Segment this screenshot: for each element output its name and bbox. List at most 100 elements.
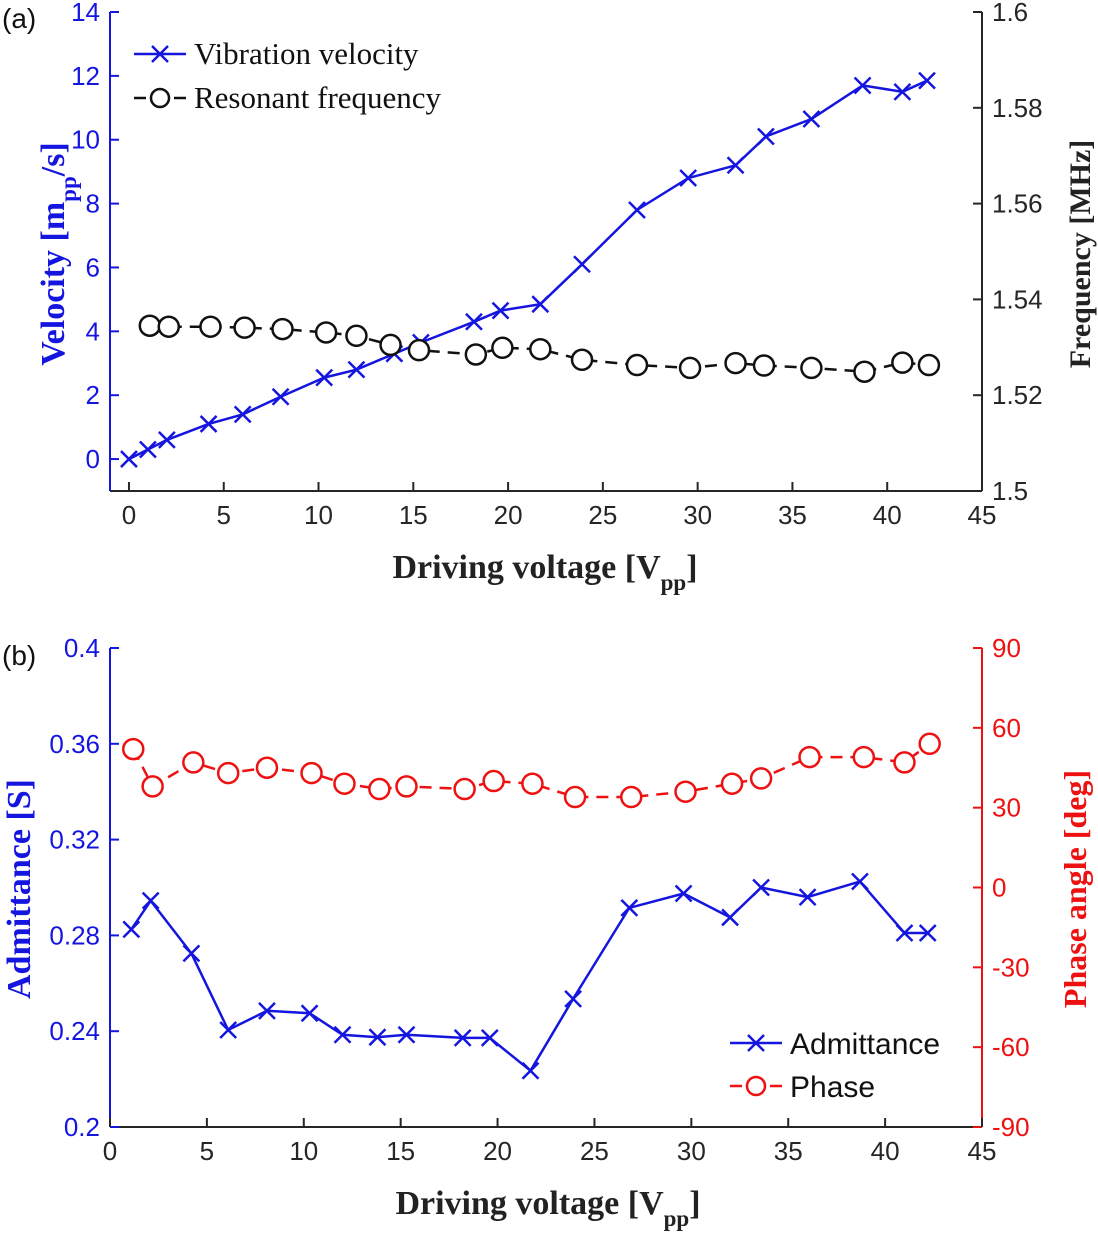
- series-line-vibration-velocity: [128, 79, 928, 461]
- panel-b-right-axis-label: Phase angle [deg]: [1057, 770, 1093, 1008]
- left-tick-label: 0.2: [64, 1112, 100, 1142]
- panel-a-right-axis-label: Frequency [MHz]: [1064, 140, 1097, 369]
- data-point-circle: [141, 775, 164, 798]
- circle-marker-icon: [745, 1075, 767, 1097]
- data-point-cross: [620, 898, 639, 917]
- data-point-cross: [397, 1025, 416, 1044]
- right-tick-label: 1.6: [992, 0, 1028, 27]
- data-point-cross: [853, 76, 872, 95]
- x-tick-label: 30: [677, 1136, 706, 1166]
- data-point-cross: [918, 71, 936, 90]
- data-point-circle: [724, 351, 747, 375]
- data-point-cross: [628, 201, 646, 219]
- data-point-circle: [491, 336, 514, 360]
- data-point-cross: [798, 888, 817, 906]
- left-tick-label: 0.4: [64, 633, 100, 663]
- data-point-cross: [679, 169, 698, 187]
- data-point-circle: [752, 354, 776, 377]
- left-tick-label: 0.24: [49, 1016, 100, 1046]
- data-point-circle: [563, 785, 587, 809]
- data-point-cross: [182, 944, 201, 963]
- data-point-circle: [674, 780, 697, 803]
- x-tick-label: 30: [683, 500, 712, 530]
- panel-b-series: [122, 732, 941, 1080]
- panel-b-legend: Admittance Phase: [730, 1028, 940, 1104]
- data-point-cross: [453, 1029, 472, 1047]
- data-point-circle: [918, 732, 941, 756]
- data-point-circle: [255, 756, 279, 779]
- data-point-circle: [720, 772, 744, 795]
- data-point-circle: [482, 769, 505, 793]
- data-point-cross: [726, 156, 745, 175]
- data-point-cross: [491, 301, 510, 320]
- data-point-cross: [333, 1025, 352, 1044]
- data-point-circle: [314, 321, 338, 344]
- right-tick-label: 1.58: [992, 93, 1043, 123]
- data-point-cross: [893, 82, 912, 101]
- data-point-circle: [798, 745, 821, 769]
- x-tick-label: 40: [873, 500, 902, 530]
- data-point-circle: [891, 351, 914, 374]
- data-point-circle: [122, 737, 145, 761]
- left-tick-label: 6: [86, 252, 100, 282]
- data-point-cross: [721, 908, 739, 927]
- panel-b-legend-entry-phase: Phase: [790, 1071, 875, 1104]
- panel-b: (b) 0.2 0.24 0.28 0.32 0.36 0.4 -90 -60 -30 0 30 6…: [1, 633, 1093, 1231]
- x-tick-label: 25: [588, 500, 617, 530]
- data-point-cross: [300, 1004, 319, 1023]
- data-point-cross: [347, 360, 366, 379]
- left-tick-label: 12: [71, 61, 100, 91]
- x-tick-label: 10: [304, 500, 333, 530]
- data-point-circle: [199, 315, 222, 338]
- panel-b-label: (b): [2, 640, 36, 671]
- left-tick-label: 0: [86, 444, 100, 474]
- data-point-circle: [521, 772, 544, 795]
- left-tick-label: 10: [71, 125, 100, 155]
- panel-b-left-axis-ticks: 0.2 0.24 0.28 0.32 0.36 0.4: [49, 633, 119, 1142]
- data-point-cross: [233, 405, 252, 424]
- data-point-circle: [271, 317, 294, 341]
- data-point-cross: [802, 110, 821, 128]
- data-point-circle: [570, 348, 594, 372]
- panel-a-left-axis-label: Velocity [mpp/s]: [35, 142, 81, 366]
- panel-b-right-axis-ticks: -90 -60 -30 0 30 60 90: [973, 633, 1030, 1142]
- data-point-cross: [139, 440, 157, 459]
- x-tick-label: 10: [289, 1136, 318, 1166]
- left-tick-label: 0.32: [49, 825, 100, 855]
- data-point-cross: [480, 1029, 499, 1047]
- circle-marker-icon: [149, 87, 171, 109]
- data-point-cross: [851, 872, 869, 891]
- x-tick-label: 35: [778, 500, 807, 530]
- right-tick-label: 1.56: [992, 189, 1043, 219]
- data-point-circle: [333, 772, 356, 795]
- data-point-cross: [674, 884, 693, 903]
- data-point-circle: [893, 751, 916, 774]
- data-point-cross: [757, 127, 775, 146]
- data-point-circle: [157, 315, 181, 338]
- data-point-circle: [368, 777, 391, 801]
- data-point-circle: [852, 745, 876, 769]
- data-point-cross: [315, 368, 334, 387]
- data-point-circle: [529, 337, 552, 361]
- data-point-cross: [122, 920, 141, 939]
- panel-a-legend-entry-frequency: Resonant frequency: [194, 80, 442, 115]
- data-point-cross: [120, 450, 138, 468]
- x-tick-label: 0: [122, 500, 136, 530]
- panel-a-left-axis-ticks: 0 2 4 6 8 10 12 14: [71, 0, 119, 474]
- cross-marker-icon: [151, 45, 169, 63]
- data-point-circle: [749, 767, 773, 790]
- x-tick-label: 35: [774, 1136, 803, 1166]
- data-point-cross: [219, 1021, 238, 1039]
- panel-a-x-axis-ticks: 0 5 10 15 20 25 30 35 40 45: [122, 482, 996, 530]
- x-tick-label: 25: [580, 1136, 609, 1166]
- data-point-circle: [182, 751, 205, 774]
- data-point-cross: [918, 924, 937, 942]
- data-point-circle: [800, 356, 823, 380]
- data-point-circle: [345, 324, 368, 348]
- right-tick-label: -90: [992, 1112, 1030, 1142]
- left-tick-label: 0.28: [49, 920, 100, 950]
- data-point-cross: [573, 255, 591, 274]
- x-tick-label: 5: [200, 1136, 214, 1166]
- left-tick-label: 2: [86, 380, 100, 410]
